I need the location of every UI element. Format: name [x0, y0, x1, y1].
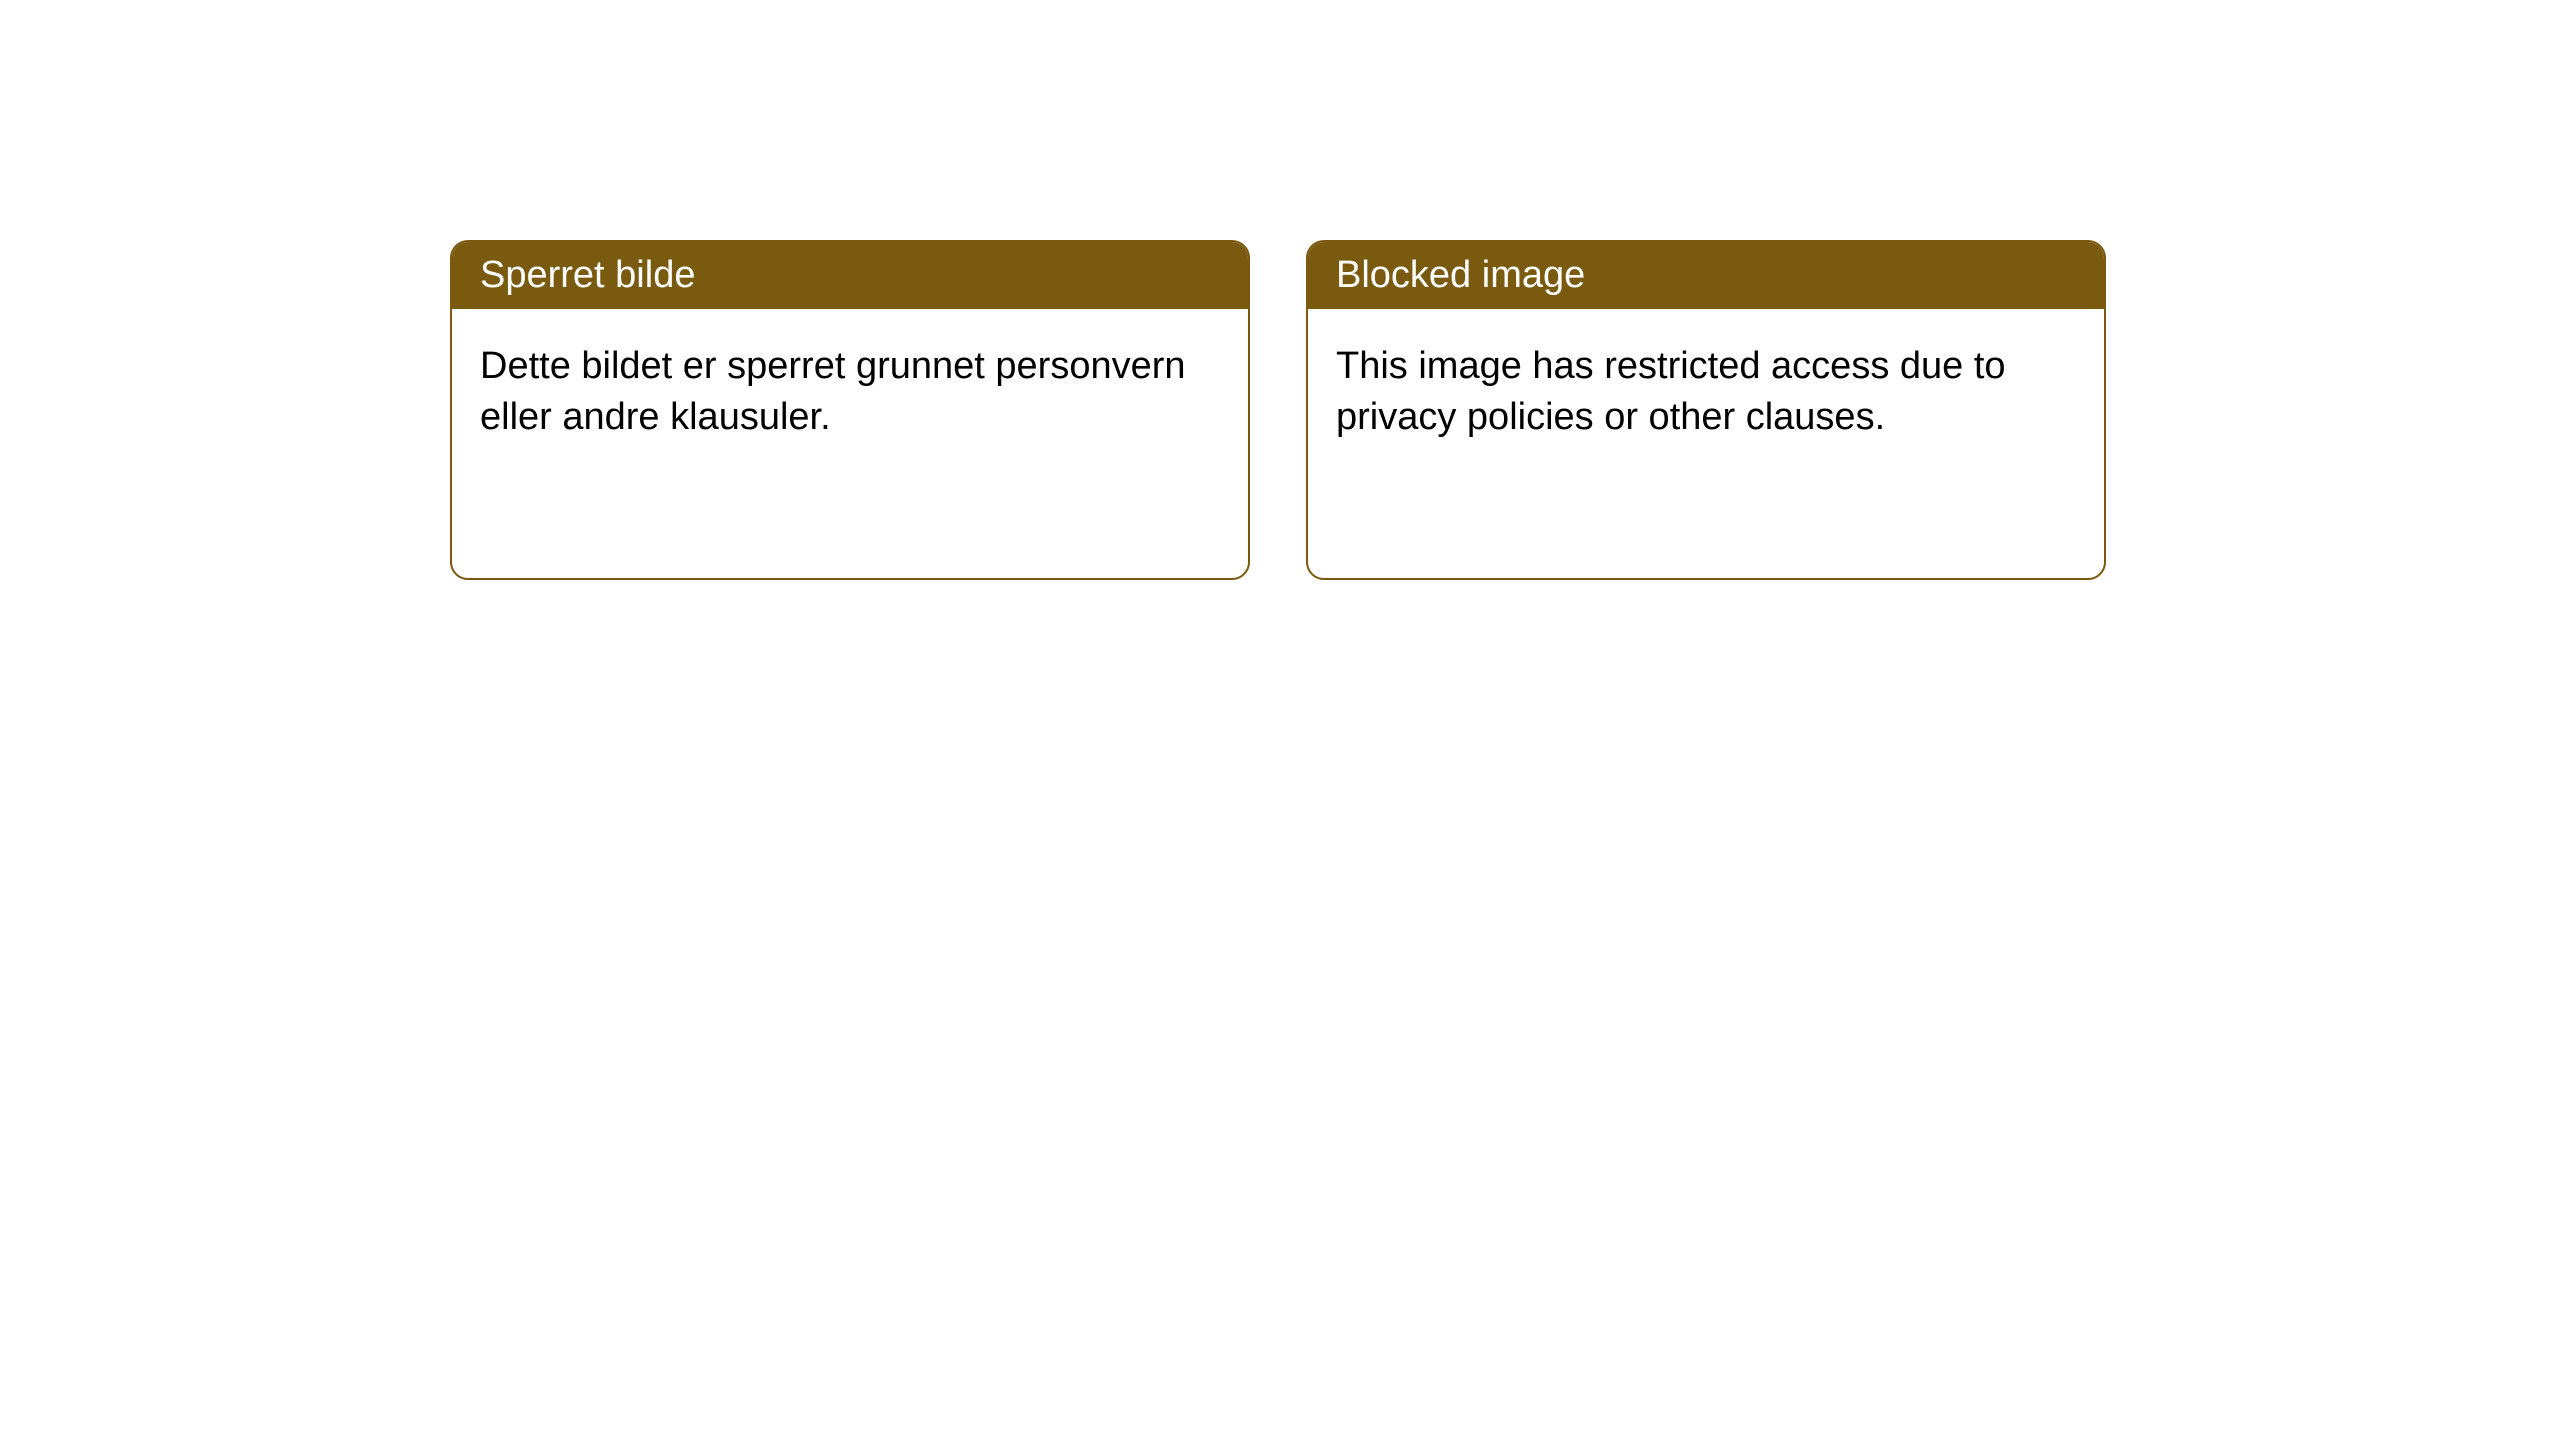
card-title: Sperret bilde — [480, 254, 695, 296]
notice-card-english: Blocked image This image has restricted … — [1306, 240, 2106, 580]
card-body: This image has restricted access due to … — [1308, 309, 2104, 476]
card-header: Sperret bilde — [452, 242, 1248, 309]
card-header: Blocked image — [1308, 242, 2104, 309]
notice-card-norwegian: Sperret bilde Dette bildet er sperret gr… — [450, 240, 1250, 580]
card-body: Dette bildet er sperret grunnet personve… — [452, 309, 1248, 476]
blocked-image-notices: Sperret bilde Dette bildet er sperret gr… — [450, 240, 2106, 580]
card-title: Blocked image — [1336, 254, 1585, 296]
card-message: Dette bildet er sperret grunnet personve… — [480, 345, 1186, 438]
card-message: This image has restricted access due to … — [1336, 345, 2006, 438]
